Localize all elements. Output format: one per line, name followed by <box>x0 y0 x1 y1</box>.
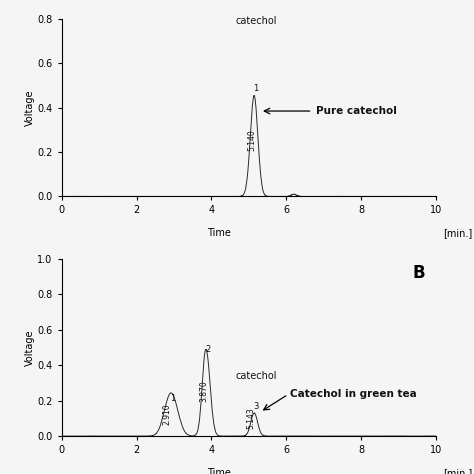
Text: 2: 2 <box>205 345 210 354</box>
Text: 3.870: 3.870 <box>199 381 208 402</box>
Text: Pure catechol: Pure catechol <box>316 106 397 116</box>
Text: 5.140: 5.140 <box>247 129 256 151</box>
Text: 3: 3 <box>253 402 258 411</box>
Text: [min.]: [min.] <box>444 228 473 238</box>
Text: [min.]: [min.] <box>444 468 473 474</box>
Text: catechol: catechol <box>236 371 277 381</box>
Y-axis label: Voltage: Voltage <box>25 90 35 126</box>
Text: Time: Time <box>207 228 231 238</box>
Text: 5.143: 5.143 <box>246 408 255 429</box>
Text: B: B <box>412 264 425 282</box>
Text: 2.910: 2.910 <box>162 403 171 425</box>
Y-axis label: Voltage: Voltage <box>25 329 35 365</box>
Text: 1: 1 <box>253 84 259 93</box>
Text: catechol: catechol <box>236 16 277 26</box>
Text: Time: Time <box>207 468 231 474</box>
Text: 1: 1 <box>170 394 175 403</box>
Text: Catechol in green tea: Catechol in green tea <box>290 389 417 400</box>
